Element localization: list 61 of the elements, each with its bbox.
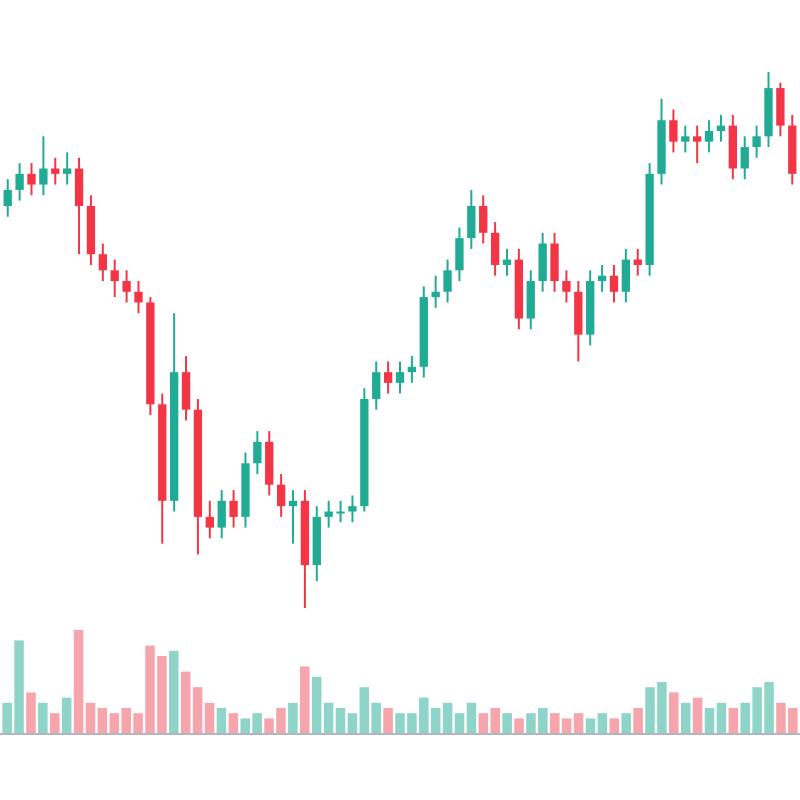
candlestick: [98, 242, 107, 283]
candlestick: [217, 489, 226, 540]
candlestick: [122, 269, 131, 304]
candlestick: [526, 269, 535, 331]
candlestick: [181, 355, 191, 422]
candlestick: [574, 280, 583, 363]
candlestick: [27, 162, 36, 197]
candlestick: [490, 221, 500, 277]
candlestick: [728, 113, 737, 181]
candlestick: [348, 494, 357, 524]
bar: [621, 713, 631, 734]
candlestick: [3, 178, 12, 218]
bar: [383, 708, 393, 734]
bar: [288, 702, 298, 734]
bar: [609, 718, 620, 734]
candlestick: [265, 430, 274, 497]
candlestick: [776, 81, 785, 138]
bar: [692, 697, 703, 734]
candlestick: [110, 258, 119, 299]
bar: [216, 708, 227, 734]
bar: [669, 692, 679, 734]
candlestick: [395, 360, 405, 395]
candlestick: [681, 124, 690, 154]
bar: [300, 666, 310, 734]
candlestick: [229, 489, 238, 529]
candlestick: [538, 231, 547, 293]
candlestick: [63, 151, 72, 186]
candlestick: [15, 162, 24, 202]
bar: [38, 702, 48, 734]
candlestick: [51, 156, 60, 186]
bar: [61, 697, 72, 734]
candlestick: [74, 156, 84, 256]
candlestick: [704, 119, 714, 154]
candlestick: [205, 499, 214, 540]
bar: [728, 708, 739, 734]
candlestick: [609, 263, 619, 304]
candlestick: [253, 430, 262, 475]
bar: [26, 692, 36, 734]
candlestick: [443, 258, 452, 304]
candlestick: [479, 194, 488, 245]
candlestick: [39, 135, 48, 197]
bar: [228, 713, 239, 734]
bar: [502, 713, 512, 734]
candlestick: [669, 108, 678, 154]
bar: [514, 718, 524, 734]
candlestick: [455, 226, 464, 283]
candlestick: [693, 124, 702, 165]
bar: [50, 713, 60, 734]
candlestick: [621, 247, 631, 304]
candlestick: [467, 188, 476, 250]
bar: [680, 702, 691, 734]
candlestick: [372, 360, 381, 411]
candlestick: [740, 135, 749, 181]
candlestick: [134, 280, 143, 315]
candlestick: [383, 360, 393, 395]
bar: [633, 708, 643, 734]
bar: [169, 650, 179, 734]
candlestick: [562, 269, 571, 304]
candlestick: [276, 473, 286, 518]
candlestick: [752, 124, 761, 159]
candlestick: [550, 231, 559, 293]
